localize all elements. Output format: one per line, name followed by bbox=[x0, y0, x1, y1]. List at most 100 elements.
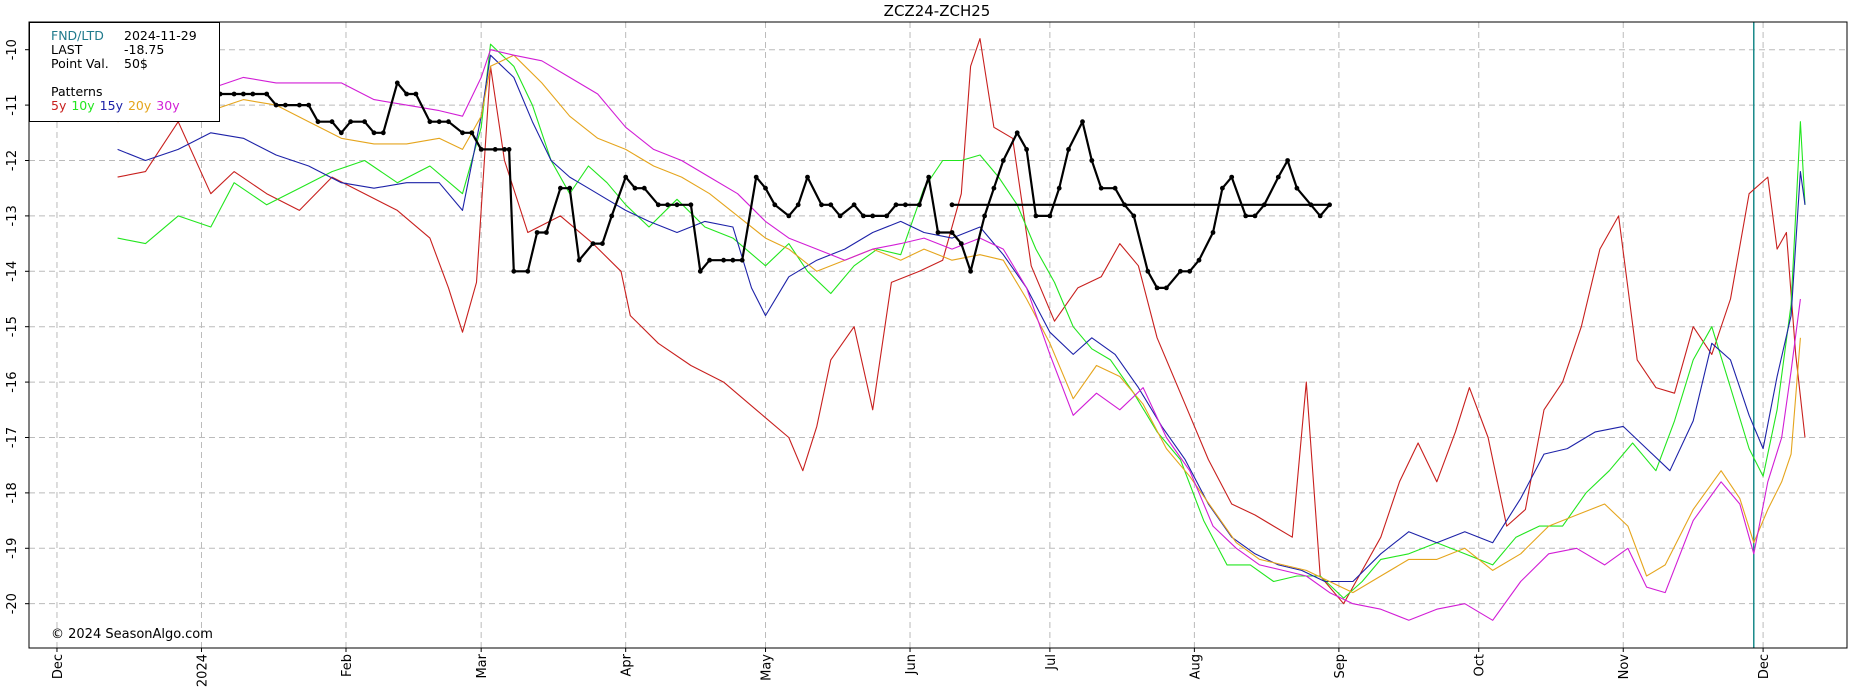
x-tick-label: Sep bbox=[1333, 654, 1348, 679]
data-point-current bbox=[884, 213, 890, 219]
data-point-current bbox=[665, 202, 670, 208]
data-point-current bbox=[1294, 185, 1300, 191]
series-line-current bbox=[178, 81, 1331, 289]
data-point-current bbox=[1066, 147, 1071, 152]
patterns-heading-row: Patterns bbox=[51, 85, 219, 99]
data-point-current bbox=[1014, 130, 1020, 136]
grid bbox=[29, 22, 1847, 648]
y-tick-label: -19 bbox=[5, 538, 20, 559]
data-point-current bbox=[1145, 268, 1151, 274]
y-tick-label: -14 bbox=[5, 261, 20, 282]
data-point-current bbox=[753, 174, 759, 180]
data-point-current bbox=[380, 130, 386, 136]
data-point-current bbox=[730, 257, 736, 263]
data-point-current bbox=[949, 202, 955, 208]
data-point-current bbox=[315, 119, 321, 125]
data-point-current bbox=[590, 241, 596, 247]
data-point-current bbox=[763, 185, 768, 191]
data-point-current bbox=[641, 185, 647, 191]
x-tick-label: Jun bbox=[904, 654, 919, 675]
data-point-current bbox=[1261, 202, 1267, 208]
data-point-current bbox=[1196, 257, 1202, 263]
data-point-current bbox=[338, 130, 344, 136]
series-line-30y bbox=[178, 49, 1801, 621]
data-point-current bbox=[250, 91, 256, 97]
data-point-current bbox=[1024, 147, 1029, 152]
data-point-current bbox=[492, 147, 498, 152]
data-point-current bbox=[511, 268, 517, 274]
info-row-fnd: FND/LTD 2024-11-29 bbox=[51, 29, 219, 43]
data-point-current bbox=[362, 119, 367, 125]
data-point-current bbox=[1275, 174, 1281, 180]
x-tick-label: May bbox=[760, 654, 775, 681]
plot-frame bbox=[28, 21, 1848, 649]
legend-5y: 5y bbox=[51, 98, 67, 113]
data-point-current bbox=[1112, 185, 1118, 191]
data-point-current bbox=[828, 202, 834, 208]
data-point-current bbox=[674, 202, 680, 208]
data-point-current bbox=[1243, 213, 1249, 219]
data-point-current bbox=[697, 268, 703, 274]
data-point-current bbox=[534, 230, 540, 235]
data-point-current bbox=[1089, 158, 1095, 163]
legend-10y: 10y bbox=[71, 98, 95, 113]
data-point-current bbox=[1187, 268, 1193, 274]
x-tick-label: Oct bbox=[1473, 654, 1488, 676]
data-point-current bbox=[1056, 185, 1062, 191]
data-point-current bbox=[283, 102, 288, 108]
data-point-current bbox=[413, 91, 419, 97]
fnd-label: FND/LTD bbox=[51, 28, 104, 43]
y-tick-label: -17 bbox=[5, 427, 20, 448]
data-point-current bbox=[1164, 285, 1169, 291]
data-point-current bbox=[688, 202, 694, 208]
data-point-current bbox=[478, 147, 484, 152]
data-point-current bbox=[837, 213, 843, 219]
data-point-current bbox=[861, 213, 866, 219]
data-point-current bbox=[1122, 202, 1127, 208]
data-point-current bbox=[446, 119, 451, 125]
data-point-current bbox=[935, 230, 941, 235]
fnd-value: 2024-11-29 bbox=[124, 28, 197, 43]
data-point-current bbox=[968, 268, 973, 274]
data-point-current bbox=[469, 130, 475, 136]
x-tick-label: Nov bbox=[1617, 654, 1632, 680]
data-point-current bbox=[707, 257, 712, 263]
info-row-point: Point Val. 50$ bbox=[51, 57, 219, 71]
y-tick-label: -13 bbox=[5, 205, 20, 226]
data-point-current bbox=[958, 241, 964, 247]
data-point-current bbox=[721, 257, 726, 263]
data-point-current bbox=[502, 147, 507, 152]
data-point-current bbox=[786, 213, 792, 219]
data-point-current bbox=[1080, 119, 1085, 125]
data-point-current bbox=[506, 147, 512, 152]
data-point-current bbox=[805, 174, 810, 180]
x-tick-label: Dec bbox=[51, 654, 66, 679]
data-point-current bbox=[819, 202, 824, 208]
data-point-current bbox=[297, 102, 302, 108]
y-tick-label: -16 bbox=[5, 371, 20, 392]
data-point-current bbox=[241, 91, 246, 97]
data-point-current bbox=[525, 268, 531, 274]
data-point-current bbox=[576, 257, 582, 263]
data-point-current bbox=[567, 185, 573, 191]
data-point-current bbox=[609, 213, 615, 219]
data-point-current bbox=[1178, 268, 1183, 274]
data-point-current bbox=[893, 202, 899, 208]
data-point-current bbox=[231, 91, 237, 97]
data-point-current bbox=[558, 185, 563, 191]
patterns-label: Patterns bbox=[51, 84, 103, 99]
y-tick-label: -10 bbox=[5, 39, 20, 60]
legend-20y: 20y bbox=[127, 98, 152, 113]
x-tick-label: Aug bbox=[1188, 654, 1203, 679]
data-point-current bbox=[623, 174, 629, 180]
legend-15y: 15y bbox=[99, 98, 123, 113]
data-point-current bbox=[371, 130, 377, 136]
data-point-current bbox=[1047, 213, 1053, 219]
data-point-current bbox=[982, 213, 987, 219]
data-point-current bbox=[655, 202, 661, 208]
x-axis: Dec 2024 Feb Mar Apr May Jun Jul Aug Sep Oct Nov Dec bbox=[51, 648, 1772, 687]
y-tick-label: -11 bbox=[5, 94, 20, 115]
data-point-current bbox=[329, 119, 335, 125]
